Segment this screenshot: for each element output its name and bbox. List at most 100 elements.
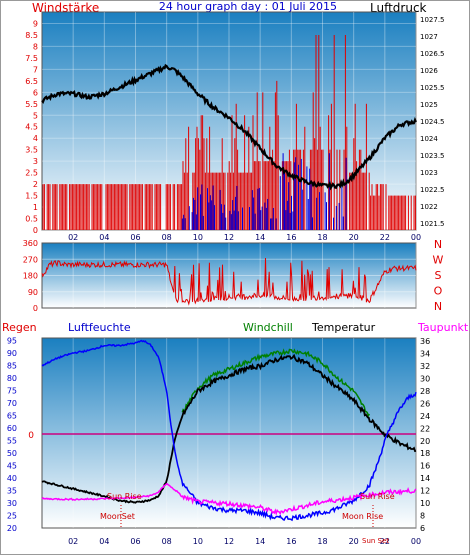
compass-label: O [434,285,443,298]
climate-time-tick: 12 [224,537,234,546]
wind-time-tick: 08 [162,233,172,242]
wind-tick-label: 7.5 [25,54,38,63]
wind-tick-label: 6.5 [25,77,38,86]
temperature-tick-label: 6 [420,524,425,533]
humidity-tick-label: 25 [7,512,17,521]
climate-time-tick: 14 [255,537,265,546]
wind-time-tick: 16 [286,233,296,242]
wind-tick-label: 8 [33,42,38,51]
annotation-sun-set: Sun Set [362,537,389,545]
climate-time-tick: 18 [317,537,327,546]
temperature-tick-label: 34 [420,350,430,359]
wind-tick-label: 3.5 [25,146,38,155]
wind-tick-label: 4 [33,134,38,143]
pressure-tick-label: 1026.5 [420,50,445,58]
legend-rain: Regen [2,321,37,334]
wind-time-tick: 02 [68,233,78,242]
humidity-tick-label: 50 [7,449,17,458]
humidity-tick-label: 65 [7,412,17,421]
direction-tick-label: 90 [28,288,38,297]
temperature-line [41,353,417,504]
wind-tick-label: 0.5 [25,215,38,224]
humidity-tick-label: 35 [7,487,17,496]
wind-tick-label: 9 [33,19,38,28]
wind-time-tick: 14 [255,233,265,242]
legend-humidity: Luftfeuchte [68,321,131,334]
wind-tick-label: 5 [33,111,38,120]
wind-time-tick: 20 [349,233,359,242]
wind-tick-label: 5.5 [25,100,38,109]
wind-time-tick: 18 [317,233,327,242]
climate-time-tick: 00 [411,537,421,546]
humidity-left-axis: 20 25 30 35 40 45 50 55 60 65 70 75 80 85 90 95 [7,337,17,534]
annotation-sun-rise-left: Sun Rise [107,492,142,501]
temperature-tick-label: 18 [420,449,430,458]
wind-time-tick: 22 [380,233,390,242]
humidity-tick-label: 80 [7,374,17,383]
wind-tick-label: 7 [33,65,38,74]
direction-left-axis: 0 90 180 270 360 [23,239,38,313]
temperature-tick-label: 28 [420,387,430,396]
pressure-line [41,63,417,191]
annotation-moon-set: MoonSet [100,512,135,521]
direction-line [41,257,417,306]
legend-temperature: Temperatur [311,321,376,334]
climate-series [41,339,417,522]
wind-tick-label: 8.5 [25,31,38,40]
direction-plot-background [41,242,417,309]
wind-tick-label: 4.5 [25,123,38,132]
climate-time-tick: 20 [349,537,359,546]
compass-label: N [434,300,442,313]
pressure-tick-label: 1025.5 [420,84,445,92]
pressure-tick-label: 1026 [420,67,438,75]
direction-tick-label: 180 [23,272,38,281]
pressure-tick-label: 1022 [420,203,438,211]
wind-tick-label: 6 [33,88,38,97]
direction-series [41,257,417,306]
direction-tick-label: 0 [33,304,38,313]
wind-tick-label: 0 [33,226,38,235]
wind-tick-label: 3 [33,157,38,166]
temperature-tick-label: 32 [420,362,430,371]
wind-tick-label: 2 [33,180,38,189]
chart-title: 24 hour graph day : 01 Juli 2015 [159,0,337,13]
compass-label: N [434,238,442,251]
pressure-right-axis: 1021.5 1022 1022.5 1023 1023.5 1024 1024.5 1025… [420,16,445,228]
temperature-tick-label: 8 [420,512,425,521]
annotation-moon-rise: Moon Rise [342,512,383,521]
wind-tick-label: 1 [33,203,38,212]
wind-time-tick: 12 [224,233,234,242]
humidity-tick-label: 40 [7,474,17,483]
windchill-line [181,348,370,418]
legend-windchill: Windchill [243,321,293,334]
humidity-tick-label: 45 [7,462,17,471]
wind-gust-bars [181,153,347,230]
climate-time-tick: 06 [130,537,140,546]
climate-time-tick: 04 [99,537,109,546]
temperature-tick-label: 12 [420,487,430,496]
temperature-tick-label: 30 [420,374,430,383]
temperature-tick-label: 24 [420,412,430,421]
wind-time-axis: 02 04 06 08 10 12 14 16 18 20 22 00 [68,233,421,242]
humidity-tick-label: 95 [7,337,17,346]
pressure-tick-label: 1024 [420,135,438,143]
wind-tick-label: 2.5 [25,169,38,178]
wind-time-tick: 00 [411,233,421,242]
humidity-tick-label: 55 [7,437,17,446]
climate-time-tick: 22 [380,537,390,546]
dewpoint-line [41,482,417,516]
humidity-tick-label: 85 [7,362,17,371]
humidity-line [41,339,417,522]
annotation-sun-rise-right: Sun Rise [360,492,395,501]
temperature-tick-label: 10 [420,499,430,508]
climate-time-tick: 08 [162,537,172,546]
humidity-tick-label: 90 [7,349,17,358]
compass-label: S [435,269,442,282]
temperature-tick-label: 36 [420,337,430,346]
pressure-tick-label: 1023 [420,169,438,177]
humidity-tick-label: 75 [7,387,17,396]
pressure-tick-label: 1022.5 [420,186,445,194]
wind-time-tick: 06 [130,233,140,242]
